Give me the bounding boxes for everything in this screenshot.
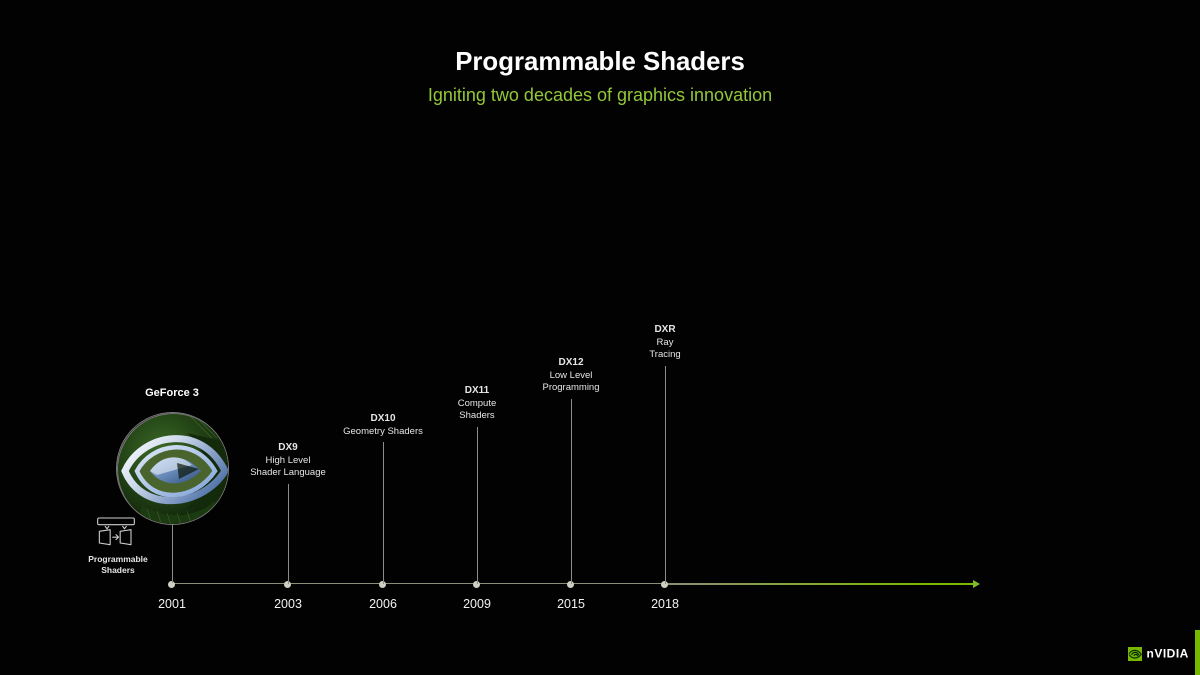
svg-text:nVIDIA: nVIDIA — [1147, 647, 1189, 661]
